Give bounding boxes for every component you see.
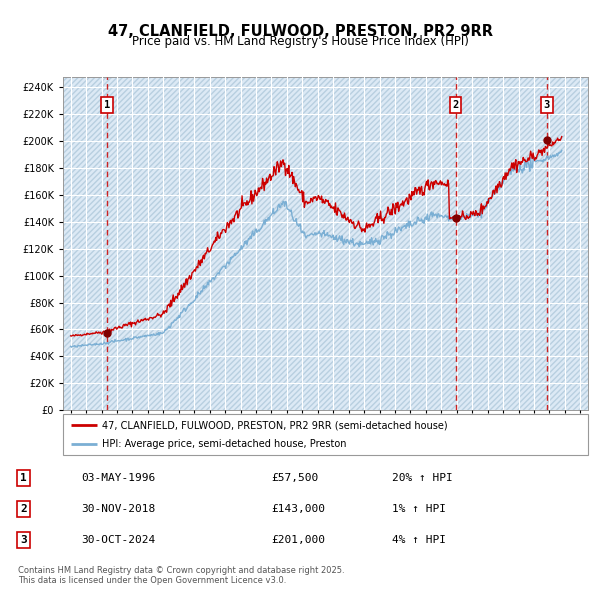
Text: £57,500: £57,500 <box>271 473 319 483</box>
FancyBboxPatch shape <box>63 414 588 455</box>
Text: 3: 3 <box>20 535 27 545</box>
Text: 2: 2 <box>452 100 458 110</box>
Text: 1: 1 <box>104 100 110 110</box>
Text: Contains HM Land Registry data © Crown copyright and database right 2025.
This d: Contains HM Land Registry data © Crown c… <box>18 566 344 585</box>
Text: 30-OCT-2024: 30-OCT-2024 <box>81 535 155 545</box>
Text: 30-NOV-2018: 30-NOV-2018 <box>81 504 155 514</box>
Text: 4% ↑ HPI: 4% ↑ HPI <box>392 535 446 545</box>
Text: 03-MAY-1996: 03-MAY-1996 <box>81 473 155 483</box>
Text: 1% ↑ HPI: 1% ↑ HPI <box>392 504 446 514</box>
Text: 2: 2 <box>20 504 27 514</box>
Text: 20% ↑ HPI: 20% ↑ HPI <box>392 473 453 483</box>
Text: 47, CLANFIELD, FULWOOD, PRESTON, PR2 9RR (semi-detached house): 47, CLANFIELD, FULWOOD, PRESTON, PR2 9RR… <box>103 420 448 430</box>
Text: Price paid vs. HM Land Registry's House Price Index (HPI): Price paid vs. HM Land Registry's House … <box>131 35 469 48</box>
Text: 3: 3 <box>544 100 550 110</box>
Text: 47, CLANFIELD, FULWOOD, PRESTON, PR2 9RR: 47, CLANFIELD, FULWOOD, PRESTON, PR2 9RR <box>107 24 493 38</box>
Text: HPI: Average price, semi-detached house, Preston: HPI: Average price, semi-detached house,… <box>103 440 347 450</box>
Text: £201,000: £201,000 <box>271 535 325 545</box>
Text: 1: 1 <box>20 473 27 483</box>
Text: £143,000: £143,000 <box>271 504 325 514</box>
